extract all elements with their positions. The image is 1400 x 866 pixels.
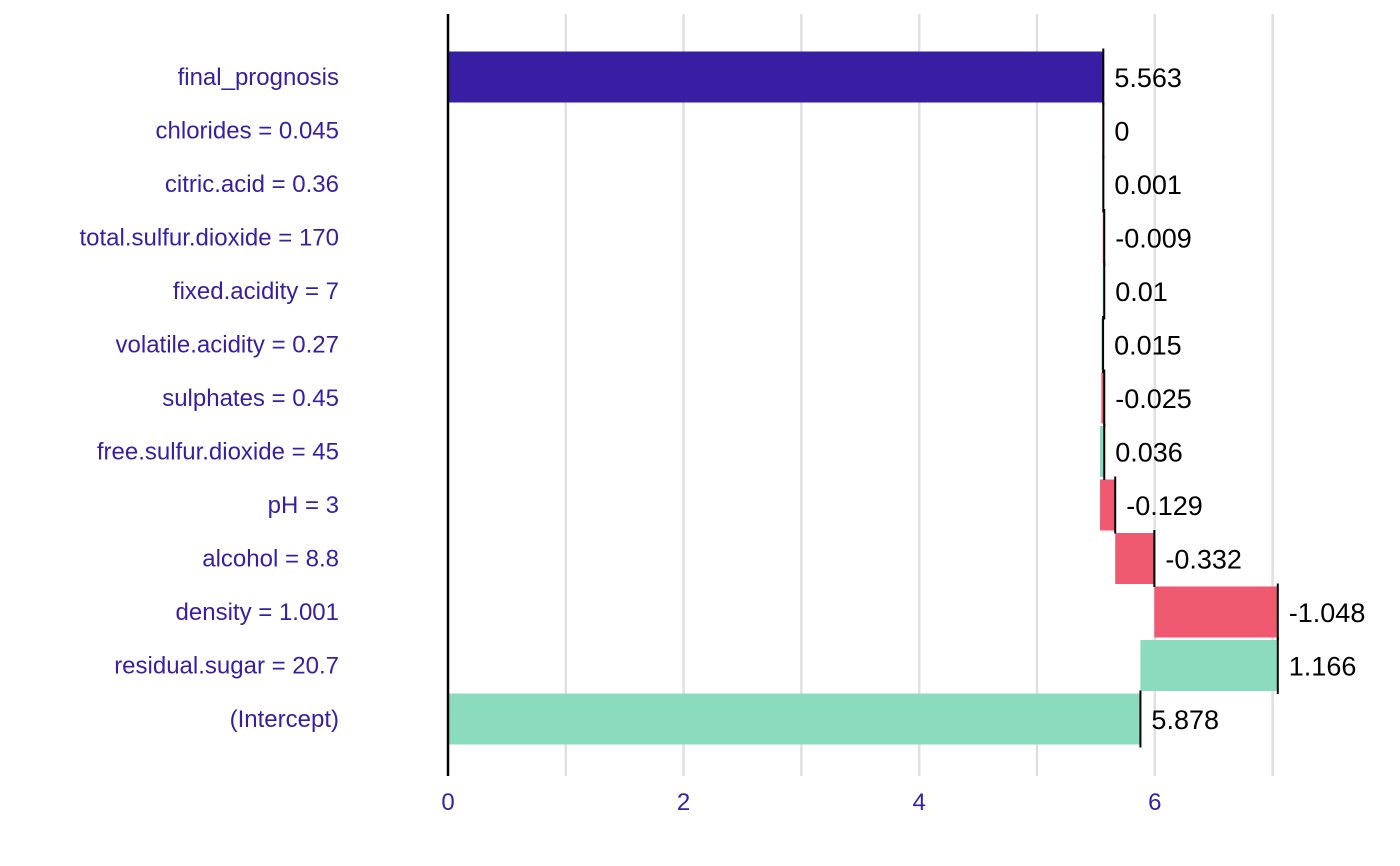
value-label: -0.009 bbox=[1115, 224, 1192, 254]
x-tick-label: 2 bbox=[677, 789, 690, 816]
value-label: 0.015 bbox=[1114, 331, 1182, 361]
bar-8 bbox=[1100, 479, 1116, 531]
category-label: (Intercept) bbox=[230, 706, 339, 733]
bar-10 bbox=[1154, 586, 1278, 638]
x-axis: 0 2 4 6 bbox=[441, 14, 1161, 816]
value-labels: 5.563 0 0.001 -0.009 0.01 0.015 -0.025 0.036 -0.… bbox=[1114, 63, 1365, 735]
connectors bbox=[1102, 48, 1279, 748]
category-label: density = 1.001 bbox=[176, 599, 339, 626]
bar-9 bbox=[1115, 533, 1155, 584]
category-label: residual.sugar = 20.7 bbox=[114, 653, 339, 680]
category-label: sulphates = 0.45 bbox=[162, 385, 339, 412]
category-label: citric.acid = 0.36 bbox=[165, 171, 339, 198]
category-label: chlorides = 0.045 bbox=[156, 118, 339, 145]
category-label: fixed.acidity = 7 bbox=[173, 278, 339, 305]
bar-7 bbox=[1100, 426, 1105, 477]
x-tick-label: 0 bbox=[441, 789, 454, 816]
value-label: -0.025 bbox=[1115, 384, 1192, 414]
value-label: 0 bbox=[1114, 117, 1129, 147]
bar-11 bbox=[1140, 640, 1278, 691]
x-tick-label: 6 bbox=[1148, 789, 1161, 816]
value-label: -0.129 bbox=[1126, 491, 1203, 521]
value-label: -1.048 bbox=[1289, 598, 1366, 628]
value-label: 1.166 bbox=[1289, 652, 1357, 682]
value-label: 5.878 bbox=[1151, 705, 1219, 735]
x-tick-label: 4 bbox=[913, 789, 926, 816]
category-label: total.sulfur.dioxide = 170 bbox=[79, 225, 339, 252]
value-label: 0.036 bbox=[1115, 438, 1183, 468]
grid-lines bbox=[564, 14, 1274, 776]
bar-0 bbox=[448, 51, 1104, 103]
bar-12 bbox=[448, 693, 1141, 745]
bar-6 bbox=[1101, 372, 1105, 424]
category-label: alcohol = 8.8 bbox=[202, 546, 339, 573]
category-label: final_prognosis bbox=[178, 64, 339, 91]
category-label: pH = 3 bbox=[268, 492, 339, 519]
category-label: volatile.acidity = 0.27 bbox=[116, 332, 339, 359]
bars bbox=[448, 51, 1278, 745]
value-label: 0.01 bbox=[1115, 277, 1168, 307]
category-labels: final_prognosis chlorides = 0.045 citric.a… bbox=[79, 64, 339, 733]
value-label: 0.001 bbox=[1114, 170, 1182, 200]
value-label: 5.563 bbox=[1114, 63, 1182, 93]
category-label: free.sulfur.dioxide = 45 bbox=[97, 439, 339, 466]
value-label: -0.332 bbox=[1165, 545, 1242, 575]
